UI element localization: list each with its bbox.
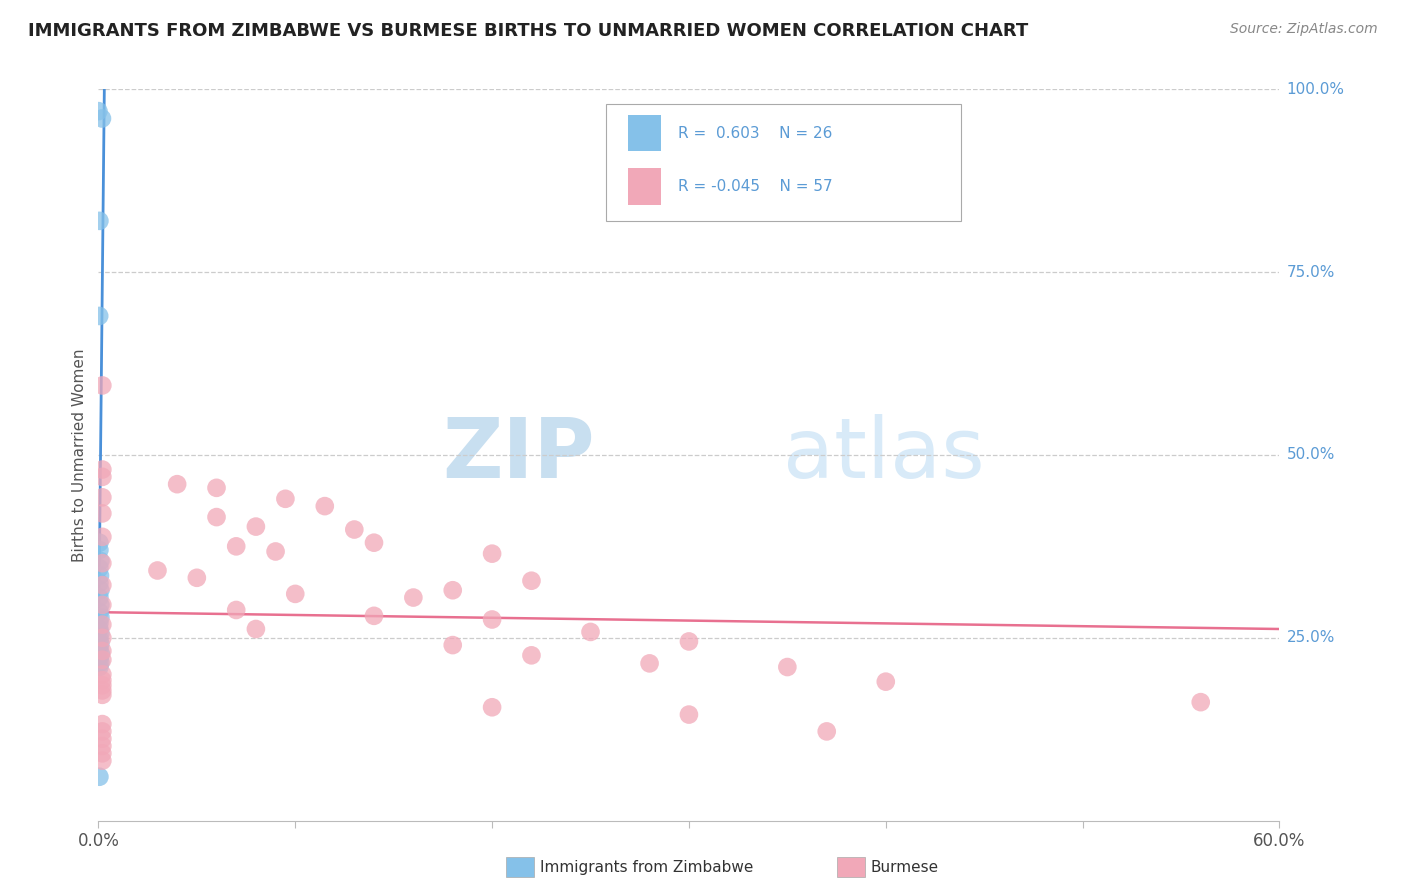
Point [90,647,112,661]
Point [89,554,111,568]
Point [89,626,111,640]
Point [314,499,336,513]
Point [91,462,114,476]
Point [441,638,464,652]
Point [91,678,114,692]
Point [205,510,228,524]
Point [89,309,111,323]
Text: 50.0%: 50.0% [1286,448,1334,462]
Text: Burmese: Burmese [870,860,938,874]
Point [91,617,114,632]
Point [91,688,114,702]
Point [89,535,111,549]
FancyBboxPatch shape [606,103,960,221]
Point [363,608,385,623]
Point [89,543,111,558]
Point [579,624,602,639]
Point [91,667,114,681]
Point [91,717,114,731]
Point [91,507,114,521]
Point [89,598,111,612]
Point [91,378,114,392]
Point [89,637,111,651]
Point [166,477,188,491]
Point [678,634,700,648]
Point [91,739,114,753]
Text: Source: ZipAtlas.com: Source: ZipAtlas.com [1230,22,1378,37]
Point [205,481,228,495]
Text: ZIP: ZIP [441,415,595,495]
Point [89,660,111,674]
Point [89,622,111,636]
Point [481,613,503,627]
Point [91,530,114,544]
Point [89,591,111,605]
Point [776,660,799,674]
Point [402,591,425,605]
Point [343,523,366,537]
Point [89,568,111,582]
Point [91,644,114,658]
Point [91,598,114,612]
Text: IMMIGRANTS FROM ZIMBABWE VS BURMESE BIRTHS TO UNMARRIED WOMEN CORRELATION CHART: IMMIGRANTS FROM ZIMBABWE VS BURMESE BIRT… [28,22,1028,40]
Point [481,547,503,561]
Point [274,491,297,506]
Text: R = -0.045    N = 57: R = -0.045 N = 57 [678,179,832,194]
Bar [627,115,661,152]
Point [91,491,114,505]
Point [363,535,385,549]
Point [91,556,114,570]
Point [89,605,111,619]
Y-axis label: Births to Unmarried Women: Births to Unmarried Women [72,348,87,562]
Point [89,610,111,624]
Text: atlas: atlas [783,415,986,495]
Point [89,214,111,228]
Point [91,653,114,667]
Text: 25.0%: 25.0% [1286,631,1334,645]
Point [186,571,208,585]
Point [91,578,114,592]
Text: Immigrants from Zimbabwe: Immigrants from Zimbabwe [540,860,754,874]
Point [89,616,111,631]
Point [638,657,661,671]
Point [91,683,114,698]
Point [225,539,247,553]
Point [815,724,838,739]
Point [264,544,287,558]
Point [89,583,111,598]
Point [89,770,111,784]
Point [89,632,111,647]
Point [678,707,700,722]
Point [91,470,114,484]
Point [89,576,111,591]
Point [1189,695,1212,709]
Point [89,561,111,575]
Point [481,700,503,714]
Point [284,587,307,601]
Point [520,648,543,663]
Point [245,519,267,533]
Point [91,731,114,746]
Point [91,112,114,126]
Point [87,104,110,119]
Text: 75.0%: 75.0% [1286,265,1334,279]
Point [89,641,111,656]
Point [441,583,464,598]
Point [245,622,267,636]
Point [91,673,114,688]
Point [91,724,114,739]
Point [146,564,169,578]
Text: 100.0%: 100.0% [1286,82,1344,96]
Point [89,656,111,670]
Point [225,603,247,617]
Point [91,754,114,768]
Text: R =  0.603    N = 26: R = 0.603 N = 26 [678,126,832,141]
Point [875,674,897,689]
Point [520,574,543,588]
Bar [627,169,661,205]
Point [91,747,114,761]
Point [91,631,114,645]
Point [89,651,111,665]
